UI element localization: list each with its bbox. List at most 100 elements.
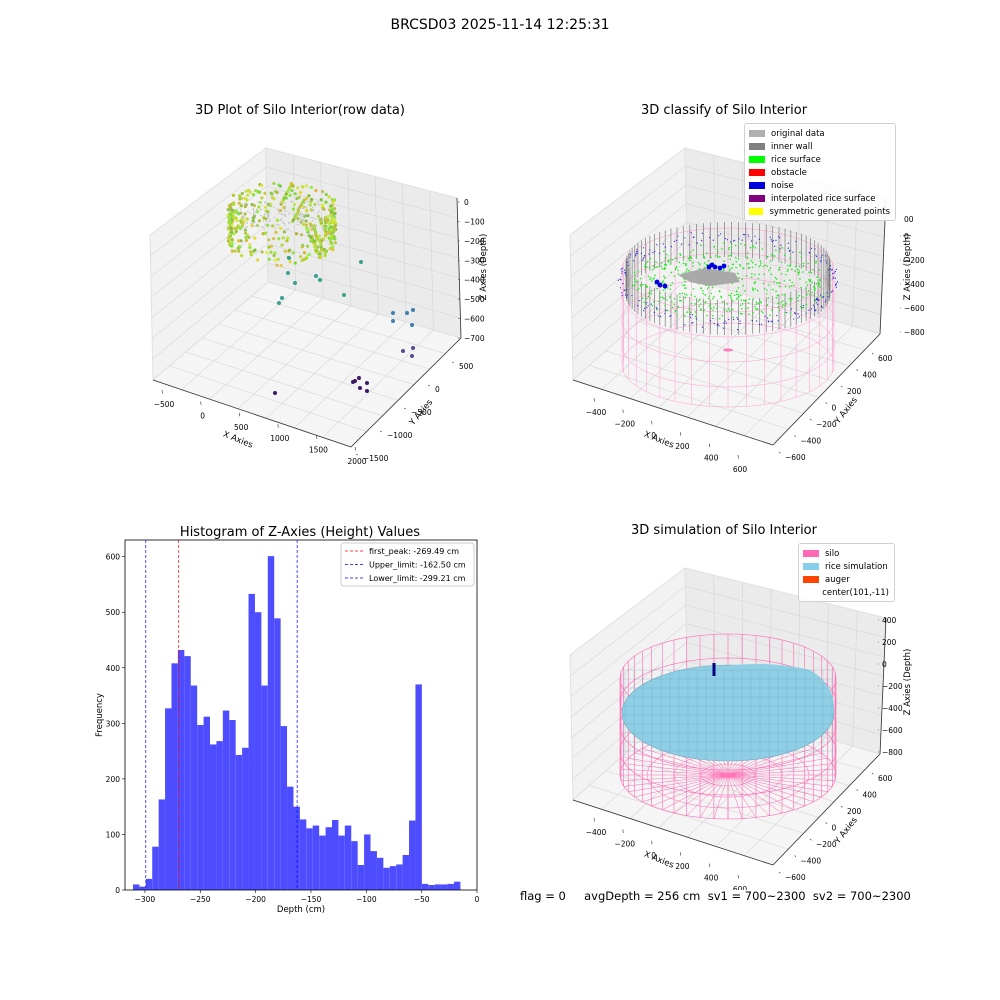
p1-data-point [293,226,295,228]
p1-data-point [359,260,363,264]
p1-data-point [257,201,259,203]
p1-data-point [401,349,405,353]
p2-rice-point [663,297,665,300]
p2-noise-point [633,260,635,262]
p2-rice-point [677,306,680,308]
panel4-3d-plot: −400−2000200400600−600−400−2000200400600… [569,567,913,890]
p1-data-point [248,245,252,250]
p2-rice-point [762,265,765,268]
p2-rice-point [660,262,663,264]
p2-noise-point [824,300,827,303]
p2-rice-point [683,256,685,259]
p2-noise-point [736,317,738,319]
p2-rice-point [718,317,721,320]
histogram-x-tick-label: −250 [190,895,211,904]
p1-y-tick-label: 500 [459,362,474,371]
p2-rice-point [802,265,805,268]
p1-data-point [264,213,266,215]
p2-rice-point [664,304,667,307]
p1-data-point [291,251,295,255]
p2-noise-point [758,238,760,240]
p2-rice-point [715,302,717,305]
p2-rice-point [757,302,759,305]
p2-rice-point [673,275,676,277]
p2-noise-point [652,252,654,254]
p2-noise-point [653,311,655,313]
p4-x-tick-mark [651,840,653,845]
p1-data-point [230,217,234,222]
p1-y-tick-mark [427,384,430,387]
p4-grid-line [686,623,884,677]
p2-rice-point [698,267,701,270]
p2-noise-point [729,241,732,243]
p1-data-point [307,194,311,198]
p2-rice-point [808,271,810,273]
p2-rice-point [655,261,657,264]
p2-noise-point [772,240,774,242]
p2-rice-point [692,288,695,290]
p1-grid-line [251,295,446,354]
p2-rice-point [794,265,797,268]
p2-rice-point [720,296,723,299]
p1-y-tick-mark [355,453,358,456]
p2-noise-point [779,248,781,250]
p1-data-point [333,241,337,245]
p1-data-point [246,222,248,224]
p2-noise-point [831,269,833,271]
p2-noise-point [654,250,656,252]
p2-rice-point [646,266,648,268]
p2-rice-point [661,296,664,299]
p1-data-point [330,220,334,225]
p1-data-point [299,255,303,259]
p2-rice-point [798,271,801,274]
p2-rice-point [674,257,677,260]
p2-grid-line [589,365,789,430]
p1-data-point [322,228,325,230]
histogram-legend-label: first_peak: -269.49 cm [369,547,459,556]
p1-data-point [260,250,264,254]
p2-rice-point [816,276,818,279]
p2-rice-point [692,262,694,264]
p2-rice-point [698,305,700,307]
p2-rice-point [703,262,706,264]
p2-y-tick-mark [825,402,828,404]
histogram-y-tick-label: 200 [106,775,121,784]
p4-grid-line [685,586,886,638]
histogram-bar [177,650,185,890]
p2-noise-point [826,292,829,294]
p2-noise-point [816,299,818,301]
p2-rice-point [716,307,718,310]
p1-data-point [331,248,335,252]
p2-grid-line [570,184,687,277]
p2-noise-point [701,232,703,234]
p2-rice-point [745,275,748,277]
p4-silo-bottom-ring [700,763,756,787]
p4-legend-item: silo [803,547,889,560]
p2-noise-point [820,305,823,307]
p2-rice-point [807,290,810,292]
p2-x-tick-mark [622,409,624,413]
p1-data-point [266,217,269,220]
histogram-y-tick-label: 600 [106,553,121,562]
p2-rice-point [700,309,702,311]
p2-rice-point [708,305,711,307]
p2-rice-point [698,298,701,301]
p2-noise-point [771,240,773,243]
p2-z-tick-label: −800 [904,328,925,337]
p2-rice-point [663,250,665,253]
p2-rice-point [767,297,770,299]
p2-rice-point [790,299,792,302]
histogram-bar [229,720,236,890]
p1-data-point [282,206,286,210]
p1-data-point [265,220,267,222]
p1-data-point [282,230,286,234]
p4-y-tick-label: 600 [878,774,893,783]
p2-rice-point [704,266,706,269]
p1-data-point [275,263,279,267]
p4-z-tick-label: −800 [882,748,903,757]
p2-rice-point [754,273,756,276]
p1-data-point [239,204,243,208]
p4-z-tick-label: −400 [882,704,903,713]
p2-y-tick-label: 400 [863,371,878,380]
p1-data-point [251,192,256,197]
